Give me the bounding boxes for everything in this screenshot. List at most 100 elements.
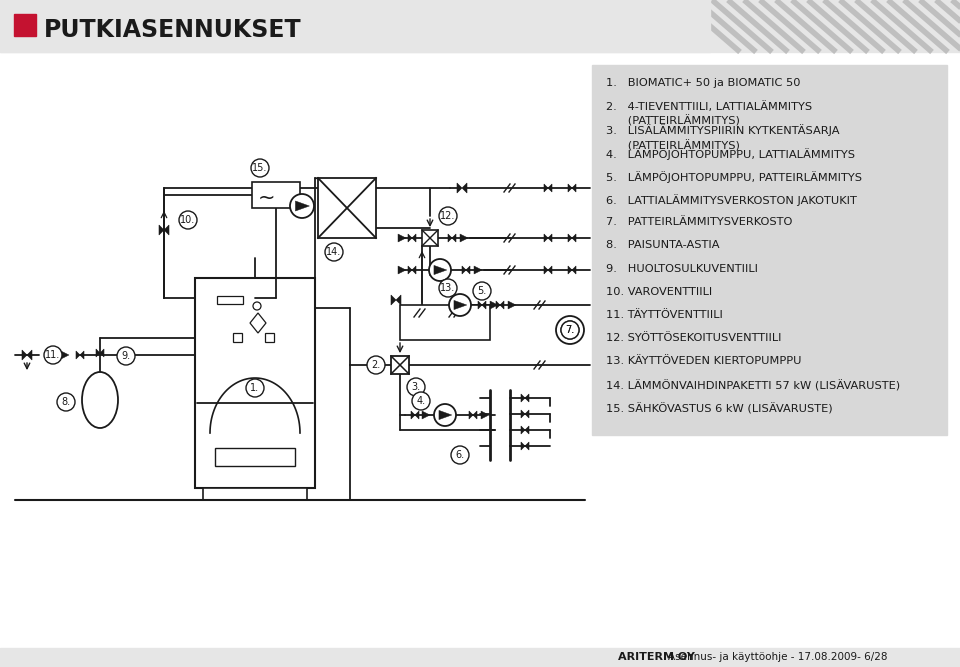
Circle shape [325, 243, 343, 261]
Polygon shape [548, 266, 552, 274]
Polygon shape [457, 183, 462, 193]
Circle shape [117, 347, 135, 365]
Polygon shape [490, 301, 498, 309]
Polygon shape [76, 351, 80, 359]
Circle shape [561, 321, 579, 339]
Circle shape [44, 346, 62, 364]
Polygon shape [434, 265, 446, 275]
Text: 12. SYÖTTÖSEKOITUSVENTTIILI: 12. SYÖTTÖSEKOITUSVENTTIILI [606, 334, 781, 344]
Polygon shape [496, 301, 500, 309]
Circle shape [57, 393, 75, 411]
Polygon shape [568, 266, 572, 274]
Polygon shape [544, 266, 548, 274]
Text: 2.   4-TIEVENTTIILI, LATTIALÄMMITYS
      (PATTEIRLÄMMITYS): 2. 4-TIEVENTTIILI, LATTIALÄMMITYS (PATTE… [606, 101, 812, 127]
Polygon shape [525, 442, 529, 450]
Polygon shape [521, 442, 525, 450]
Polygon shape [439, 410, 452, 420]
Polygon shape [96, 349, 100, 357]
Polygon shape [469, 411, 473, 419]
Bar [422, 230, 438, 246]
Bar [0, 0, 960, 52]
Polygon shape [500, 301, 504, 309]
Polygon shape [521, 410, 525, 418]
Circle shape [561, 321, 579, 339]
Bar [233, 333, 242, 342]
Text: 4.   LÄMPÖJOHTOPUMPPU, LATTIALÄMMITYS: 4. LÄMPÖJOHTOPUMPPU, LATTIALÄMMITYS [606, 147, 855, 159]
Bar [215, 448, 295, 466]
Text: 9.   HUOLTOSULKUVENTIILI: 9. HUOLTOSULKUVENTIILI [606, 263, 758, 273]
Polygon shape [48, 351, 52, 359]
Polygon shape [462, 183, 467, 193]
Bar [203, 488, 307, 500]
Circle shape [449, 294, 471, 316]
Bar [252, 182, 300, 208]
Bar [0, 648, 960, 667]
Polygon shape [52, 351, 56, 359]
Polygon shape [508, 301, 516, 309]
Text: Asennus- ja käyttöohje - 17.08.2009- 6/28: Asennus- ja käyttöohje - 17.08.2009- 6/2… [668, 652, 887, 662]
Text: 6.   LATTIALÄMMITYSVERKOSTON JAKOTUKIT: 6. LATTIALÄMMITYSVERKOSTON JAKOTUKIT [606, 194, 857, 206]
Text: ARITERM OY: ARITERM OY [618, 652, 695, 662]
Text: 5.   LÄMPÖJOHTOPUMPPU, PATTEIRLÄMMITYS: 5. LÄMPÖJOHTOPUMPPU, PATTEIRLÄMMITYS [606, 171, 862, 183]
Circle shape [439, 279, 457, 297]
Polygon shape [250, 313, 266, 333]
Text: 13.: 13. [441, 283, 456, 293]
Text: PUTKIASENNUKSET: PUTKIASENNUKSET [44, 18, 301, 42]
Polygon shape [412, 266, 416, 274]
Polygon shape [568, 234, 572, 242]
Polygon shape [473, 411, 477, 419]
Polygon shape [61, 351, 69, 359]
Text: 7.   PATTEIRLÄMMITYSVERKOSTO: 7. PATTEIRLÄMMITYSVERKOSTO [606, 217, 792, 227]
Bar [400, 305, 490, 340]
Text: 7.: 7. [565, 325, 575, 335]
Polygon shape [398, 234, 406, 242]
Polygon shape [462, 266, 466, 274]
Circle shape [246, 379, 264, 397]
Polygon shape [466, 266, 470, 274]
Bar [592, 65, 947, 435]
Text: 12.: 12. [441, 211, 456, 221]
Polygon shape [391, 295, 396, 305]
Polygon shape [411, 411, 415, 419]
Text: 1.: 1. [251, 383, 259, 393]
Polygon shape [572, 266, 576, 274]
Text: 8.   PAISUNTA-ASTIA: 8. PAISUNTA-ASTIA [606, 240, 719, 250]
Circle shape [367, 356, 385, 374]
Bar [265, 333, 274, 342]
Bar [391, 356, 409, 374]
Polygon shape [100, 349, 104, 357]
Polygon shape [415, 411, 419, 419]
Polygon shape [521, 426, 525, 434]
Text: 11.: 11. [45, 350, 60, 360]
Circle shape [251, 159, 269, 177]
Bar [318, 178, 376, 238]
Text: 15. SÄHKÖVASTUS 6 kW (LISÄVARUSTE): 15. SÄHKÖVASTUS 6 kW (LISÄVARUSTE) [606, 403, 832, 414]
Bar [217, 296, 243, 304]
Text: 9.: 9. [121, 351, 131, 361]
Ellipse shape [82, 372, 118, 428]
Polygon shape [398, 266, 406, 274]
Circle shape [412, 392, 430, 410]
Circle shape [434, 404, 456, 426]
Polygon shape [412, 234, 416, 242]
Bar [195, 278, 315, 488]
Text: 3.   LISÄLÄMMITYSPIIRIN KYTKENTÄSARJA
      (PATTEIRLÄMMITYS): 3. LISÄLÄMMITYSPIIRIN KYTKENTÄSARJA (PAT… [606, 125, 839, 151]
Polygon shape [478, 301, 482, 309]
Polygon shape [548, 184, 552, 192]
Polygon shape [296, 201, 309, 211]
Polygon shape [474, 266, 482, 274]
Polygon shape [572, 234, 576, 242]
Circle shape [473, 282, 491, 300]
Polygon shape [408, 266, 412, 274]
Polygon shape [164, 225, 169, 235]
Polygon shape [159, 225, 164, 235]
Polygon shape [568, 184, 572, 192]
Polygon shape [448, 234, 452, 242]
Circle shape [179, 211, 197, 229]
Polygon shape [572, 184, 576, 192]
Polygon shape [521, 394, 525, 402]
Text: 4.: 4. [417, 396, 425, 406]
Circle shape [407, 378, 425, 396]
Polygon shape [422, 411, 430, 419]
Polygon shape [481, 411, 489, 419]
